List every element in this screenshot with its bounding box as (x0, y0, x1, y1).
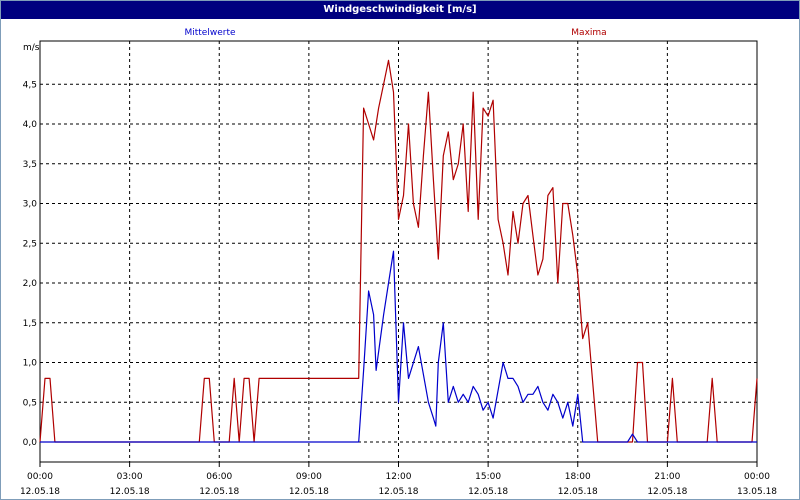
y-tick-label: 1,5 (23, 319, 37, 329)
x-tick-date: 12.05.18 (558, 487, 598, 497)
y-tick-label: 3,0 (23, 200, 38, 210)
chart-title: Windgeschwindigkeit [m/s] (1, 1, 799, 19)
legend-maxima: Maxima (571, 28, 606, 38)
x-tick-time: 12:00 (386, 472, 412, 482)
x-tick-date: 12.05.18 (647, 487, 687, 497)
x-tick-date: 12.05.18 (468, 487, 508, 497)
y-tick-label: 0,0 (23, 438, 38, 448)
y-tick-label: 3,5 (23, 160, 37, 170)
y-tick-label: 0,5 (23, 398, 37, 408)
x-tick-time: 03:00 (117, 472, 143, 482)
x-tick-date: 13.05.18 (737, 487, 777, 497)
y-tick-label: 1,0 (23, 359, 38, 369)
x-tick-time: 21:00 (654, 472, 680, 482)
x-tick-date: 12.05.18 (110, 487, 150, 497)
x-tick-date: 12.05.18 (289, 487, 329, 497)
y-unit-label: m/s (23, 43, 40, 53)
y-tick-label: 2,0 (23, 279, 38, 289)
series-line-mittelwerte (40, 250, 757, 443)
x-tick-time: 00:00 (27, 472, 53, 482)
y-tick-label: 4,5 (23, 80, 37, 90)
y-tick-label: 2,5 (23, 239, 37, 249)
x-tick-time: 00:00 (744, 472, 770, 482)
x-tick-time: 09:00 (296, 472, 322, 482)
series-line-maxima (39, 59, 758, 443)
x-tick-time: 15:00 (475, 472, 501, 482)
x-tick-date: 12.05.18 (20, 487, 60, 497)
x-tick-date: 12.05.18 (378, 487, 418, 497)
x-tick-time: 18:00 (565, 472, 591, 482)
x-tick-time: 06:00 (206, 472, 232, 482)
y-tick-label: 4,0 (23, 120, 38, 130)
legend-mittelwerte: Mittelwerte (184, 28, 235, 38)
x-tick-date: 12.05.18 (199, 487, 239, 497)
